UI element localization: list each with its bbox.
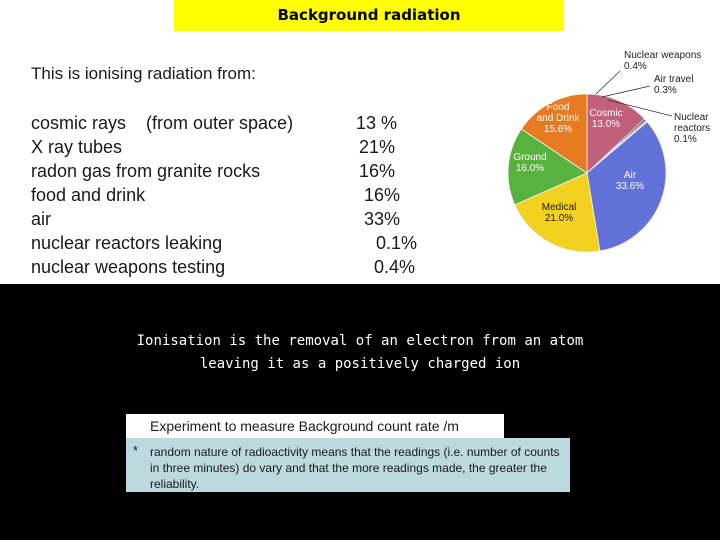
source-percent: 13 % bbox=[356, 113, 398, 133]
pie-slice-medical bbox=[514, 172, 601, 253]
slice-label-reactors: Nuclear reactors 0.1% bbox=[674, 112, 711, 145]
source-percent: 33% bbox=[364, 209, 401, 229]
source-name: food and drink bbox=[31, 185, 146, 205]
source-name: radon gas from granite rocks bbox=[31, 161, 261, 181]
source-percent: 16% bbox=[359, 161, 396, 181]
source-name: air bbox=[31, 209, 52, 229]
slice-label-weapons: Nuclear weapons 0.4% bbox=[624, 50, 702, 72]
source-row: nuclear weapons testing 0.4% bbox=[31, 257, 451, 281]
source-name: X ray tubes bbox=[31, 137, 123, 157]
source-row: air 33% bbox=[31, 209, 451, 233]
pie-slice-ground bbox=[507, 128, 588, 206]
source-percent: 21% bbox=[359, 137, 396, 157]
leader-line bbox=[601, 85, 651, 98]
source-row: nuclear reactors leaking 0.1% bbox=[31, 233, 451, 257]
slice-label-medical: Medical 21.0% bbox=[541, 202, 577, 224]
slice-label-air: Air 33.6% bbox=[615, 170, 645, 192]
slice-label-air-travel: Air travel 0.3% bbox=[654, 74, 694, 96]
source-percent: 0.4% bbox=[374, 257, 416, 277]
experiment-note-text: random nature of radioactivity means tha… bbox=[150, 445, 560, 491]
source-name: nuclear reactors leaking bbox=[31, 233, 223, 253]
experiment-note: * random nature of radioactivity means t… bbox=[126, 438, 570, 492]
black-panel bbox=[0, 284, 720, 540]
bullet-marker: * bbox=[133, 443, 139, 458]
pie-slice-food-and-drink bbox=[520, 93, 588, 174]
slice-label-ground: Ground 16.0% bbox=[513, 152, 547, 174]
pie-chart-svg bbox=[507, 70, 673, 253]
source-row: radon gas from granite rocks 16% bbox=[31, 161, 451, 185]
page-title: Background radiation bbox=[174, 0, 564, 31]
pie-slice-cosmic bbox=[586, 93, 646, 174]
source-name: nuclear weapons testing bbox=[31, 257, 226, 277]
source-percent: 16% bbox=[364, 185, 401, 205]
source-name: cosmic rays (from outer space) bbox=[31, 113, 294, 133]
source-row: food and drink 16% bbox=[31, 185, 451, 209]
source-percent: 0.1% bbox=[376, 233, 418, 253]
intro-text: This is ionising radiation from: bbox=[31, 64, 256, 83]
experiment-title: Experiment to measure Background count r… bbox=[126, 414, 504, 438]
slice-label-cosmic: Cosmic 13.0% bbox=[589, 108, 623, 130]
background-radiation-pie-chart: Food and Drink 15.6% Cosmic 13.0% Ground… bbox=[500, 44, 720, 284]
source-row: X ray tubes 21% bbox=[31, 137, 451, 161]
leader-line bbox=[595, 70, 621, 95]
source-row: cosmic rays (from outer space) 13 % bbox=[31, 113, 451, 137]
slice-label-food: Food and Drink 15.6% bbox=[536, 102, 580, 135]
leader-line bbox=[607, 99, 673, 117]
ionisation-definition: Ionisation is the removal of an electron… bbox=[136, 333, 584, 372]
pie-slice-air bbox=[586, 121, 667, 252]
